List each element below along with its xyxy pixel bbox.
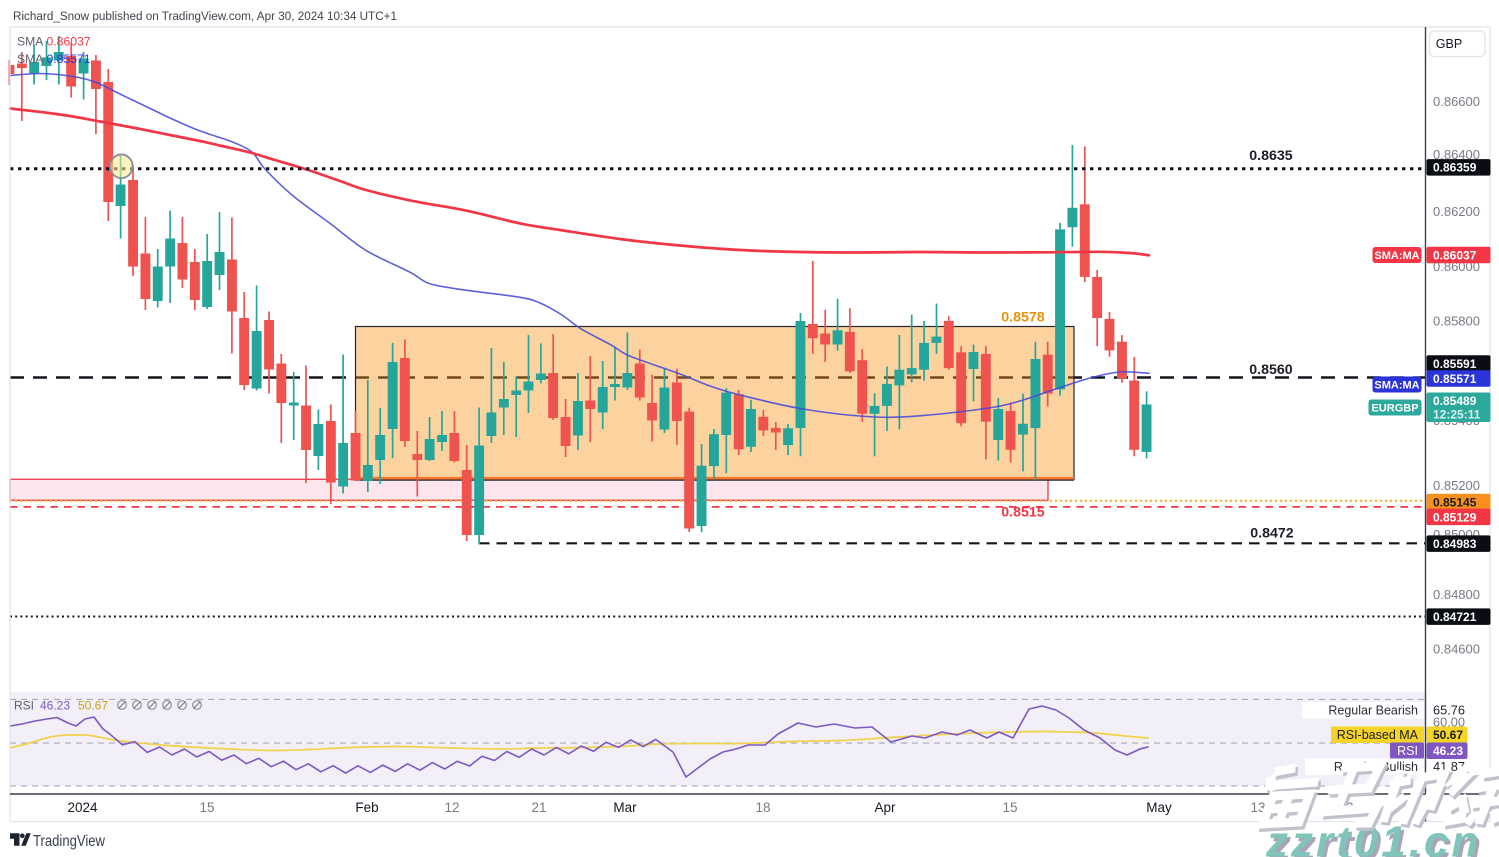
svg-text:18: 18 — [755, 800, 770, 815]
svg-text:0.85571: 0.85571 — [1433, 372, 1477, 386]
svg-text:RSI-based MA: RSI-based MA — [1337, 728, 1419, 742]
svg-text:12: 12 — [444, 800, 459, 815]
svg-text:RSI: RSI — [14, 699, 34, 713]
svg-text:0.85591: 0.85591 — [1433, 357, 1477, 371]
svg-text:13: 13 — [1250, 800, 1265, 815]
svg-text:0.8472: 0.8472 — [1250, 526, 1294, 542]
svg-text:SMA: SMA — [17, 52, 44, 66]
svg-text:65.76: 65.76 — [1433, 703, 1465, 718]
svg-text:46.23: 46.23 — [40, 699, 70, 713]
svg-text:0.8515: 0.8515 — [1001, 505, 1045, 521]
svg-text:Mar: Mar — [613, 800, 637, 815]
svg-text:0.85129: 0.85129 — [1433, 510, 1477, 524]
svg-text:EURGBP: EURGBP — [1371, 402, 1418, 414]
svg-text:0.86359: 0.86359 — [1433, 161, 1477, 175]
svg-text:0.84721: 0.84721 — [1433, 610, 1477, 624]
svg-text:0.84800: 0.84800 — [1433, 587, 1480, 602]
svg-text:Apr: Apr — [874, 800, 896, 815]
svg-text:0.86400: 0.86400 — [1433, 147, 1480, 162]
svg-text:0.85145: 0.85145 — [1433, 495, 1477, 509]
svg-text:21: 21 — [531, 800, 546, 815]
svg-text:15: 15 — [199, 800, 214, 815]
svg-text:Regular Bearish: Regular Bearish — [1328, 704, 1418, 718]
svg-text:SMA: SMA — [17, 35, 44, 49]
svg-text:Richard_Snow published on Trad: Richard_Snow published on TradingView.co… — [13, 9, 397, 23]
svg-text:0.86200: 0.86200 — [1433, 204, 1480, 219]
svg-text:60.00: 60.00 — [1433, 715, 1465, 730]
svg-text:0.85200: 0.85200 — [1433, 478, 1480, 493]
svg-text:GBP: GBP — [1436, 37, 1462, 51]
svg-text:0.86600: 0.86600 — [1433, 94, 1480, 109]
svg-text:15: 15 — [1002, 800, 1017, 815]
svg-text:0.85489: 0.85489 — [1433, 394, 1477, 408]
svg-text:0.85571: 0.85571 — [47, 52, 91, 66]
svg-text:50.67: 50.67 — [1433, 728, 1463, 742]
svg-text:0.8578: 0.8578 — [1001, 310, 1045, 326]
svg-text:0.84983: 0.84983 — [1433, 537, 1477, 551]
svg-text:0.84600: 0.84600 — [1433, 642, 1480, 657]
svg-text:46.23: 46.23 — [1433, 744, 1463, 758]
svg-text:May: May — [1146, 800, 1172, 815]
svg-text:TradingView: TradingView — [33, 833, 106, 850]
svg-text:0.8560: 0.8560 — [1249, 362, 1293, 378]
svg-text:0.86037: 0.86037 — [47, 35, 91, 49]
svg-text:SMA:MA: SMA:MA — [1374, 250, 1419, 262]
svg-text:Feb: Feb — [355, 800, 378, 815]
svg-text:12:25:11: 12:25:11 — [1433, 408, 1481, 422]
svg-text:0.85800: 0.85800 — [1433, 314, 1480, 329]
svg-text:0.86037: 0.86037 — [1433, 248, 1477, 262]
svg-text:0.8635: 0.8635 — [1249, 148, 1293, 164]
svg-text:50.67: 50.67 — [78, 699, 108, 713]
svg-text:RSI: RSI — [1397, 744, 1418, 758]
svg-text:2024: 2024 — [67, 800, 98, 815]
svg-text:SMA:MA: SMA:MA — [1374, 379, 1419, 391]
